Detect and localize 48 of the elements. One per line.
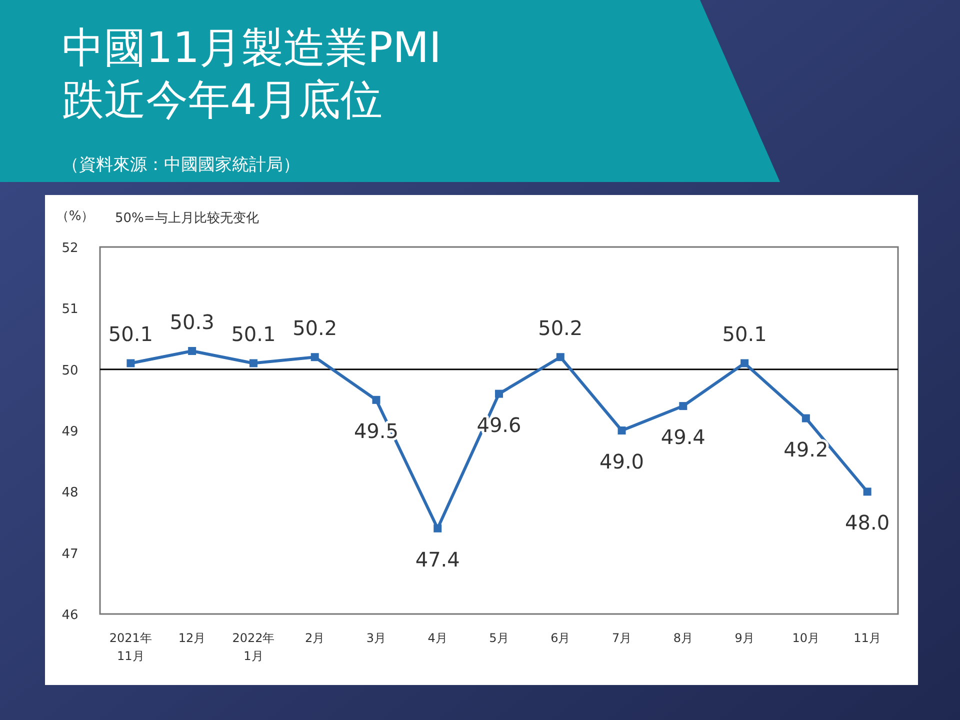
y-tick-label: 52 xyxy=(62,241,78,256)
chart-title: 中國11月製造業PMI 跌近今年4月底位 xyxy=(62,23,442,124)
data-label: 48.0 xyxy=(845,510,890,535)
x-tick-label: 4月 xyxy=(428,631,448,645)
data-label: 50.1 xyxy=(108,322,153,346)
x-tick-label: 6月 xyxy=(550,631,570,645)
data-label: 49.4 xyxy=(660,425,706,450)
point xyxy=(249,359,258,368)
point xyxy=(434,524,442,532)
x-tick-label: 10月 xyxy=(792,631,820,645)
data-label: 50.2 xyxy=(292,316,338,340)
point xyxy=(863,488,872,496)
y-tick-label: 46 xyxy=(62,608,78,623)
x-tick-label: 2021年 11月 xyxy=(109,631,152,663)
point xyxy=(618,426,626,434)
x-tick-label: 9月 xyxy=(734,631,754,645)
chart-subtitle: （資料來源：中國國家統計局） xyxy=(62,155,300,175)
x-tick-label: 7月 xyxy=(612,631,632,645)
x-tick-label: 11月 xyxy=(854,631,881,645)
data-label: 49.2 xyxy=(784,437,828,462)
y-tick-label: 49 xyxy=(62,424,78,440)
data-label: 50.3 xyxy=(170,310,214,334)
text: 50%=与上月比较无变化 xyxy=(115,211,259,226)
y-axis-title: （%） xyxy=(56,209,94,224)
y-tick-label: 48 xyxy=(62,486,78,501)
x-tick-label: 5月 xyxy=(489,631,509,645)
point xyxy=(188,346,196,355)
x-tick-label: 12月 xyxy=(178,631,206,645)
point xyxy=(740,359,749,368)
point xyxy=(556,353,564,362)
point xyxy=(679,402,688,410)
data-label: 50.2 xyxy=(538,316,583,340)
data-label: 47.4 xyxy=(415,547,460,572)
x-tick-label: 2022年 1月 xyxy=(232,631,275,663)
y-tick-label: 51 xyxy=(62,302,78,318)
y-tick-label: 50 xyxy=(62,363,78,378)
point xyxy=(495,390,503,398)
data-label: 49.0 xyxy=(600,450,644,474)
x-tick-label: 2月 xyxy=(305,631,325,645)
x-tick-label: 8月 xyxy=(673,631,693,645)
x-tick-label: 3月 xyxy=(366,631,386,645)
data-label: 50.1 xyxy=(231,322,276,346)
y-tick-label: 47 xyxy=(62,546,78,562)
data-label: 50.1 xyxy=(722,322,767,346)
point xyxy=(802,414,810,422)
point xyxy=(372,396,380,404)
point xyxy=(310,353,319,362)
point xyxy=(126,359,135,368)
